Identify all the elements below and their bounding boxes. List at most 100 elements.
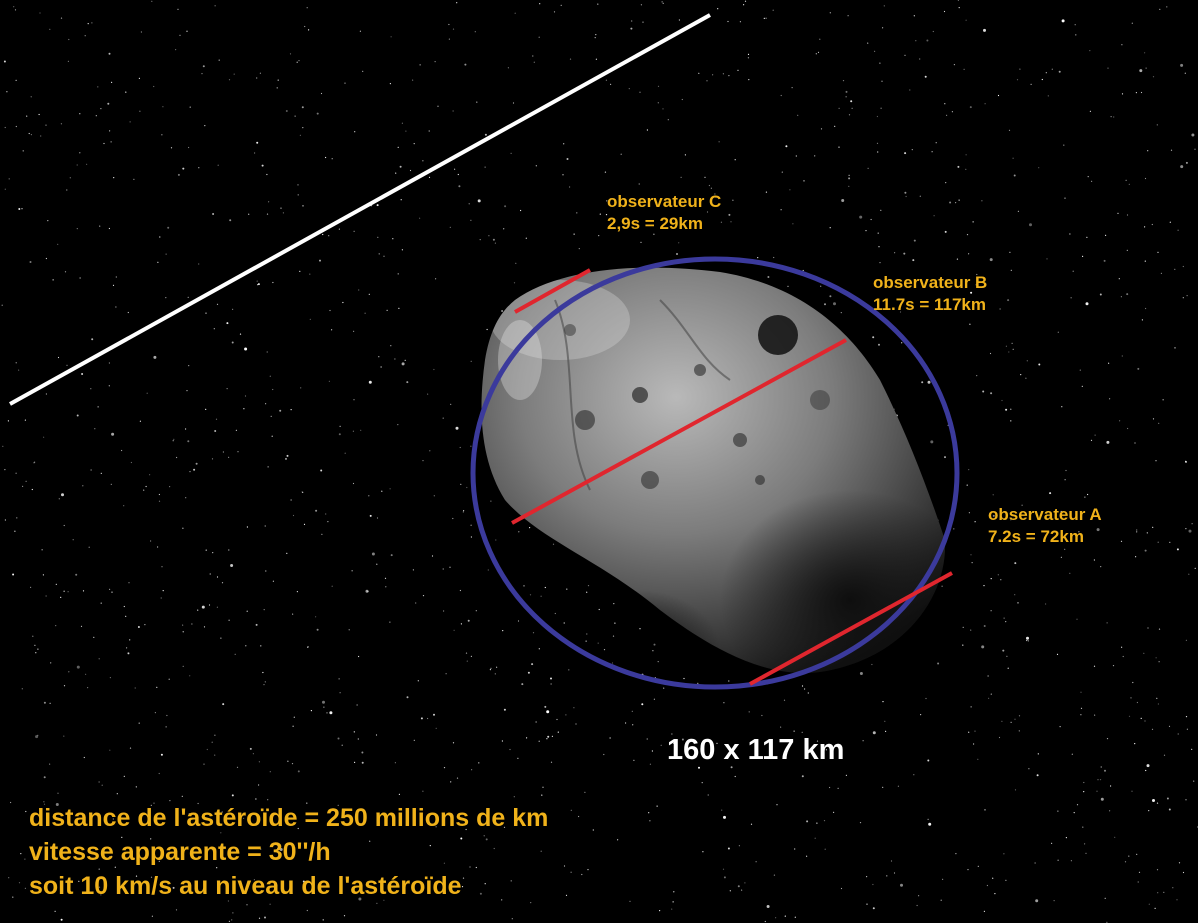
star [1113,116,1115,118]
star [86,163,88,165]
star [957,165,960,168]
star [982,390,985,393]
star [321,533,323,536]
star [1185,716,1188,718]
star [941,585,943,587]
star [1158,422,1160,424]
star [215,418,218,420]
star [4,188,6,190]
star [121,449,123,452]
star [851,107,853,109]
star [573,233,575,235]
star [1140,91,1143,94]
star [728,680,730,682]
observer-c-name: observateur C [607,192,722,211]
star [158,860,160,863]
star [433,495,435,497]
star [723,876,726,879]
star [286,454,289,457]
star [880,209,882,211]
star [653,233,655,235]
star [1085,852,1087,854]
star [566,158,569,160]
star [958,7,960,9]
star [310,710,312,712]
star [531,663,534,666]
star [683,677,685,680]
star [21,208,23,210]
star [1038,363,1041,366]
star [797,114,799,116]
star [840,312,842,314]
star [1017,210,1020,212]
star [337,804,339,807]
star [8,178,10,180]
star [966,234,969,236]
star [405,130,407,132]
star [992,494,994,496]
star [539,3,541,5]
star [1121,646,1123,648]
star [646,738,648,740]
star [297,827,299,830]
star [80,625,83,628]
star [1146,764,1150,768]
star [730,766,733,769]
star [521,683,524,686]
star [398,793,400,796]
star [279,848,283,851]
star [43,436,45,438]
star [260,848,262,850]
star [975,284,977,286]
star [739,21,742,23]
star [477,199,481,203]
star [191,623,193,625]
star [322,233,324,236]
star [599,213,601,215]
star [45,595,47,597]
star [1152,526,1154,528]
star [49,763,51,765]
star [380,366,382,368]
star [258,917,261,919]
star [277,847,279,849]
star [1152,799,1155,802]
star [1070,860,1072,862]
star [764,920,766,923]
star [702,851,704,853]
star [398,307,400,309]
star [1013,174,1016,177]
star [216,867,218,869]
star [748,79,750,81]
star [262,671,264,674]
star [763,17,765,19]
star [302,205,304,207]
star [226,388,228,390]
star [988,697,990,699]
star [1026,360,1028,362]
star [630,27,633,30]
star [474,31,476,33]
star [1182,871,1185,874]
star [1143,652,1145,654]
star [478,762,480,764]
star [397,424,399,426]
star [546,738,548,740]
star [492,238,495,241]
star [229,219,232,222]
star [479,892,482,895]
star [1034,862,1036,864]
star [1025,377,1027,379]
star [651,750,654,752]
star [1080,714,1082,716]
star [681,98,683,101]
star [614,622,616,624]
star [261,164,264,167]
star [6,91,8,93]
star [352,430,354,432]
star [1182,297,1184,299]
star [389,621,391,623]
star [557,731,559,733]
star [1017,602,1019,604]
star [170,147,173,149]
